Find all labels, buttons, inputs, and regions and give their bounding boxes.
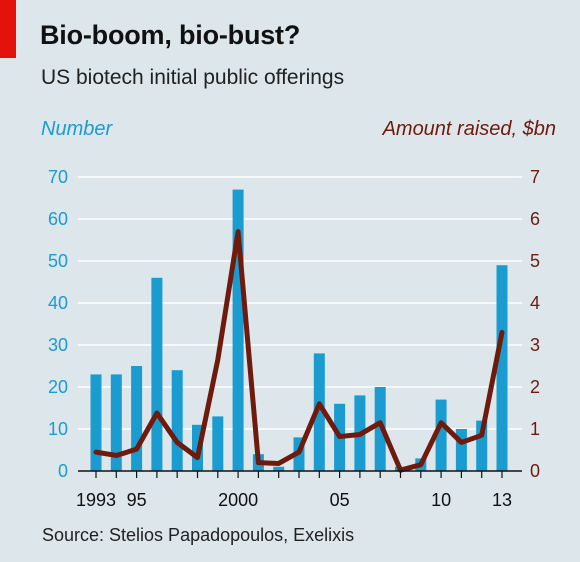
source-note: Source: Stelios Papadopoulos, Exelixis <box>42 525 355 545</box>
right-tick-label: 3 <box>530 335 540 355</box>
x-axis: 1993 95 2000 05 10 13 <box>76 470 522 510</box>
right-axis-ticks: 0 1 2 3 4 5 6 7 <box>530 167 540 481</box>
bar <box>171 370 183 471</box>
bar <box>110 374 122 471</box>
left-tick-label: 50 <box>48 251 68 271</box>
left-axis-ticks: 0 10 20 30 40 50 60 70 <box>48 167 68 481</box>
brand-accent-bar <box>0 0 16 58</box>
right-tick-label: 0 <box>530 461 540 481</box>
left-tick-label: 30 <box>48 335 68 355</box>
left-tick-label: 40 <box>48 293 68 313</box>
amount-raised-line <box>93 229 505 473</box>
bar <box>90 374 102 471</box>
x-tick-label: 95 <box>127 490 147 510</box>
bar <box>131 366 143 471</box>
left-tick-label: 60 <box>48 209 68 229</box>
left-axis-title: Number <box>41 118 113 140</box>
bar <box>313 353 325 471</box>
bar <box>435 399 447 471</box>
bar <box>232 189 244 471</box>
x-tick-label: 10 <box>431 490 451 510</box>
gridlines <box>78 176 522 430</box>
bar <box>273 466 285 471</box>
right-tick-label: 4 <box>530 293 540 313</box>
right-tick-label: 7 <box>530 167 540 187</box>
x-tick-label: 2000 <box>218 490 258 510</box>
x-tick-label: 1993 <box>76 490 116 510</box>
left-tick-label: 20 <box>48 377 68 397</box>
chart-title: Bio-boom, bio-bust? <box>40 20 301 50</box>
right-axis-title: Amount raised, $bn <box>382 118 556 140</box>
right-tick-label: 5 <box>530 251 540 271</box>
left-tick-label: 0 <box>58 461 68 481</box>
bar <box>151 277 163 471</box>
bar <box>496 265 508 471</box>
x-tick-label: 13 <box>492 490 512 510</box>
bar <box>455 429 467 471</box>
left-tick-label: 10 <box>48 419 68 439</box>
left-tick-label: 70 <box>48 167 68 187</box>
right-tick-label: 1 <box>530 419 540 439</box>
line-series <box>93 229 505 473</box>
bar <box>476 420 488 471</box>
bar <box>212 416 224 471</box>
right-tick-label: 6 <box>530 209 540 229</box>
right-tick-label: 2 <box>530 377 540 397</box>
chart-subtitle: US biotech initial public offerings <box>41 66 345 89</box>
x-tick-label: 05 <box>330 490 350 510</box>
